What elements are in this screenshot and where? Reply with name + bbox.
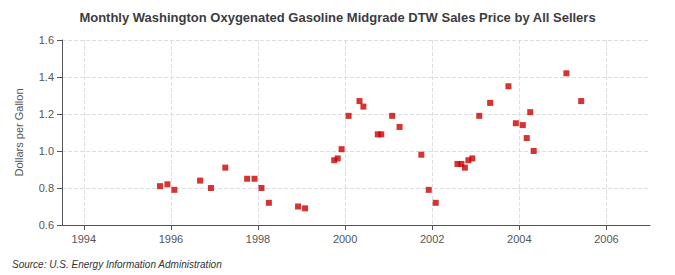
svg-text:0.6: 0.6 <box>39 219 54 231</box>
svg-text:1998: 1998 <box>246 233 270 245</box>
svg-text:1996: 1996 <box>159 233 183 245</box>
svg-text:Dollars per Gallon: Dollars per Gallon <box>13 88 25 176</box>
svg-text:1.0: 1.0 <box>39 145 54 157</box>
svg-text:2000: 2000 <box>333 233 357 245</box>
svg-text:2004: 2004 <box>507 233 531 245</box>
svg-text:2002: 2002 <box>420 233 444 245</box>
svg-text:2006: 2006 <box>594 233 618 245</box>
svg-text:1.4: 1.4 <box>39 71 54 83</box>
svg-text:Source: U.S. Energy Informatio: Source: U.S. Energy Information Administ… <box>12 259 222 270</box>
svg-text:0.8: 0.8 <box>39 182 54 194</box>
svg-text:1994: 1994 <box>72 233 96 245</box>
svg-text:1.6: 1.6 <box>39 34 54 46</box>
svg-text:1.2: 1.2 <box>39 108 54 120</box>
svg-text:Monthly Washington Oxygenated: Monthly Washington Oxygenated Gasoline M… <box>79 10 595 25</box>
